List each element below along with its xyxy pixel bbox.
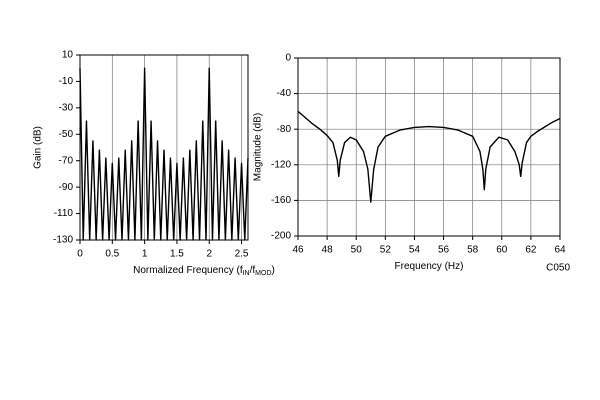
y-tick-label: -160	[271, 195, 291, 206]
x-tick-label: 0	[77, 249, 83, 260]
x-tick-label: 46	[292, 245, 304, 256]
x-axis-label-part: MOD	[255, 270, 271, 277]
y-tick-label: -90	[59, 182, 74, 193]
y-axis-label: Magnitude (dB)	[253, 113, 264, 181]
y-tick-label: -10	[59, 76, 74, 87]
x-tick-label: 0.5	[105, 249, 119, 260]
y-tick-label: -110	[54, 208, 74, 219]
plot-frame	[297, 57, 561, 237]
y-tick-label: -70	[59, 155, 74, 166]
x-tick-label: 56	[438, 245, 450, 256]
line	[297, 110, 561, 203]
plot-frame	[79, 54, 249, 241]
x-axis-label-part: /f	[250, 265, 256, 276]
y-tick-label: 10	[62, 50, 74, 61]
x-axis-label: Normalized Frequency (fIN/fMOD)	[133, 265, 275, 277]
x-axis-label-part: )	[272, 265, 275, 276]
y-tick-label: -120	[271, 159, 291, 170]
x-tick-label: 60	[496, 245, 508, 256]
x-tick-label: 2	[206, 249, 212, 260]
y-tick-label: 0	[285, 53, 291, 64]
x-tick-label: 64	[554, 245, 566, 256]
y-tick-label: -80	[277, 124, 292, 135]
x-tick-label: 58	[467, 245, 479, 256]
y-tick-label: -200	[271, 231, 291, 242]
y-tick-label: -130	[53, 235, 73, 246]
x-tick-label: 48	[322, 245, 334, 256]
x-tick-label: 2.5	[235, 249, 249, 260]
x-axis-label-part: Frequency (Hz)	[395, 261, 464, 272]
x-tick-label: 62	[525, 245, 537, 256]
x-axis-label-part: IN	[243, 270, 250, 277]
x-tick-label: 1.5	[170, 249, 184, 260]
y-tick-label: -30	[59, 102, 74, 113]
x-axis-label: Frequency (Hz)	[395, 261, 464, 272]
x-tick-label: 50	[351, 245, 363, 256]
y-tick-label: -50	[59, 129, 74, 140]
annotation: C050	[546, 263, 570, 274]
x-tick-label: 52	[380, 245, 392, 256]
x-tick-label: 1	[142, 249, 148, 260]
y-axis-label: Gain (dB)	[33, 126, 44, 169]
line	[79, 67, 249, 241]
x-axis-label-part: Normalized Frequency (f	[133, 265, 243, 276]
y-tick-label: -40	[277, 88, 292, 99]
x-tick-label: 54	[409, 245, 421, 256]
